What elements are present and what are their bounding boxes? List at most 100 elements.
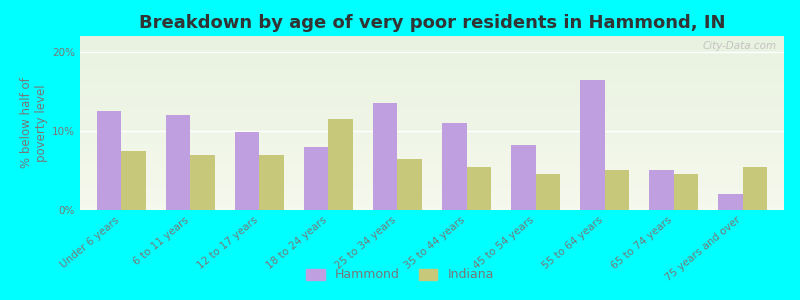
Bar xyxy=(80,107,784,108)
Bar xyxy=(80,122,784,123)
Bar xyxy=(80,160,784,161)
Bar xyxy=(80,74,784,75)
Bar xyxy=(80,196,784,197)
Bar xyxy=(80,93,784,94)
Text: City-Data.com: City-Data.com xyxy=(703,41,777,51)
Bar xyxy=(80,140,784,141)
Bar xyxy=(80,182,784,183)
Bar xyxy=(80,56,784,57)
Bar xyxy=(166,115,190,210)
Bar xyxy=(80,120,784,121)
Bar xyxy=(80,138,784,139)
Bar xyxy=(80,116,784,117)
Bar xyxy=(80,85,784,86)
Bar xyxy=(80,166,784,167)
Bar xyxy=(80,36,784,37)
Bar xyxy=(80,97,784,98)
Bar xyxy=(80,73,784,74)
Bar xyxy=(466,167,490,210)
Bar xyxy=(605,170,629,210)
Bar xyxy=(80,160,784,161)
Bar xyxy=(80,100,784,101)
Bar xyxy=(80,204,784,205)
Bar xyxy=(80,183,784,184)
Bar xyxy=(80,159,784,160)
Bar xyxy=(80,177,784,178)
Bar xyxy=(80,188,784,189)
Bar xyxy=(80,85,784,86)
Bar xyxy=(80,79,784,80)
Bar xyxy=(80,45,784,46)
Bar xyxy=(80,187,784,188)
Bar xyxy=(80,44,784,45)
Bar xyxy=(80,90,784,91)
Bar xyxy=(80,190,784,191)
Bar xyxy=(80,137,784,138)
Bar xyxy=(80,205,784,206)
Bar xyxy=(80,77,784,78)
Bar xyxy=(80,101,784,102)
Bar xyxy=(259,154,284,210)
Bar xyxy=(80,59,784,60)
Bar xyxy=(80,128,784,129)
Bar xyxy=(80,82,784,83)
Bar xyxy=(80,148,784,149)
Bar xyxy=(80,70,784,71)
Bar xyxy=(80,153,784,154)
Bar xyxy=(80,72,784,73)
Bar xyxy=(122,151,146,210)
Bar xyxy=(80,142,784,143)
Bar xyxy=(80,106,784,107)
Bar xyxy=(718,194,742,210)
Bar xyxy=(80,110,784,111)
Bar xyxy=(80,38,784,39)
Bar xyxy=(80,202,784,203)
Bar xyxy=(235,133,259,210)
Bar xyxy=(80,95,784,96)
Bar xyxy=(98,111,122,210)
Bar xyxy=(80,164,784,165)
Bar xyxy=(80,151,784,152)
Bar xyxy=(80,105,784,106)
Bar xyxy=(80,149,784,150)
Bar xyxy=(80,169,784,170)
Bar xyxy=(329,119,353,210)
Bar xyxy=(80,186,784,187)
Bar xyxy=(80,119,784,120)
Bar xyxy=(80,131,784,132)
Bar xyxy=(80,150,784,151)
Bar xyxy=(80,197,784,198)
Bar xyxy=(80,181,784,182)
Bar xyxy=(80,143,784,144)
Bar xyxy=(80,158,784,159)
Bar xyxy=(742,167,766,210)
Bar xyxy=(80,178,784,179)
Bar xyxy=(80,156,784,157)
Bar xyxy=(80,125,784,126)
Bar xyxy=(80,54,784,55)
Bar xyxy=(80,91,784,92)
Bar xyxy=(80,98,784,99)
Bar xyxy=(80,209,784,210)
Bar xyxy=(80,155,784,156)
Bar xyxy=(80,195,784,196)
Bar xyxy=(80,193,784,194)
Bar xyxy=(535,174,560,210)
Bar xyxy=(80,64,784,65)
Bar xyxy=(80,165,784,166)
Bar xyxy=(80,136,784,137)
Bar xyxy=(80,104,784,105)
Bar xyxy=(80,167,784,168)
Bar xyxy=(650,170,674,210)
Bar xyxy=(80,57,784,58)
Bar xyxy=(80,133,784,134)
Bar xyxy=(80,171,784,172)
Bar xyxy=(80,130,784,131)
Bar xyxy=(80,199,784,200)
Bar xyxy=(80,152,784,153)
Bar xyxy=(80,47,784,48)
Bar xyxy=(80,86,784,87)
Bar xyxy=(80,113,784,114)
Bar xyxy=(442,123,466,210)
Bar xyxy=(80,53,784,54)
